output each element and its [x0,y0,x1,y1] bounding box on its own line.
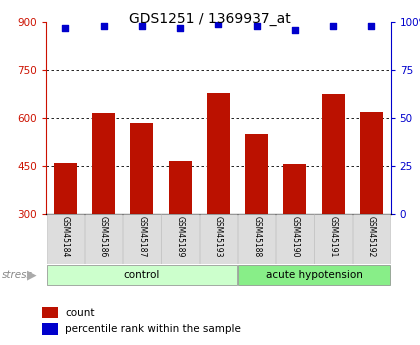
Bar [54,163,77,214]
Text: stress: stress [2,270,33,280]
Bar [42,307,58,318]
Text: GSM45191: GSM45191 [329,216,338,258]
Text: GSM45184: GSM45184 [61,216,70,258]
Text: GSM45186: GSM45186 [99,216,108,258]
Bar [161,214,199,264]
Point [253,23,260,29]
Text: GSM45190: GSM45190 [291,216,299,258]
Bar [245,134,268,214]
Bar [322,94,345,214]
Bar [360,112,383,214]
Bar [276,214,314,264]
Text: ▶: ▶ [27,269,37,282]
Bar [85,214,122,264]
Bar [92,114,115,214]
Point [139,23,145,29]
Bar [238,214,276,264]
Bar [207,93,230,214]
Text: count: count [65,308,94,317]
Bar [238,265,390,285]
Text: GSM45187: GSM45187 [137,216,146,258]
Bar [42,324,58,335]
Bar [123,214,160,264]
Bar [284,165,307,214]
Point [215,22,222,27]
Text: control: control [123,270,160,280]
Point [330,23,336,29]
Bar [130,123,153,214]
Point [62,26,69,31]
Text: GDS1251 / 1369937_at: GDS1251 / 1369937_at [129,12,291,26]
Bar [47,265,237,285]
Bar [47,214,84,264]
Text: acute hypotension: acute hypotension [265,270,362,280]
Point [100,23,107,29]
Bar [353,214,390,264]
Bar [200,214,237,264]
Text: GSM45188: GSM45188 [252,216,261,258]
Bar [169,161,192,214]
Text: GSM45193: GSM45193 [214,216,223,258]
Point [291,27,298,33]
Text: GSM45189: GSM45189 [176,216,185,258]
Bar [315,214,352,264]
Text: GSM45192: GSM45192 [367,216,376,258]
Point [368,23,375,29]
Text: percentile rank within the sample: percentile rank within the sample [65,324,241,334]
Point [177,26,184,31]
